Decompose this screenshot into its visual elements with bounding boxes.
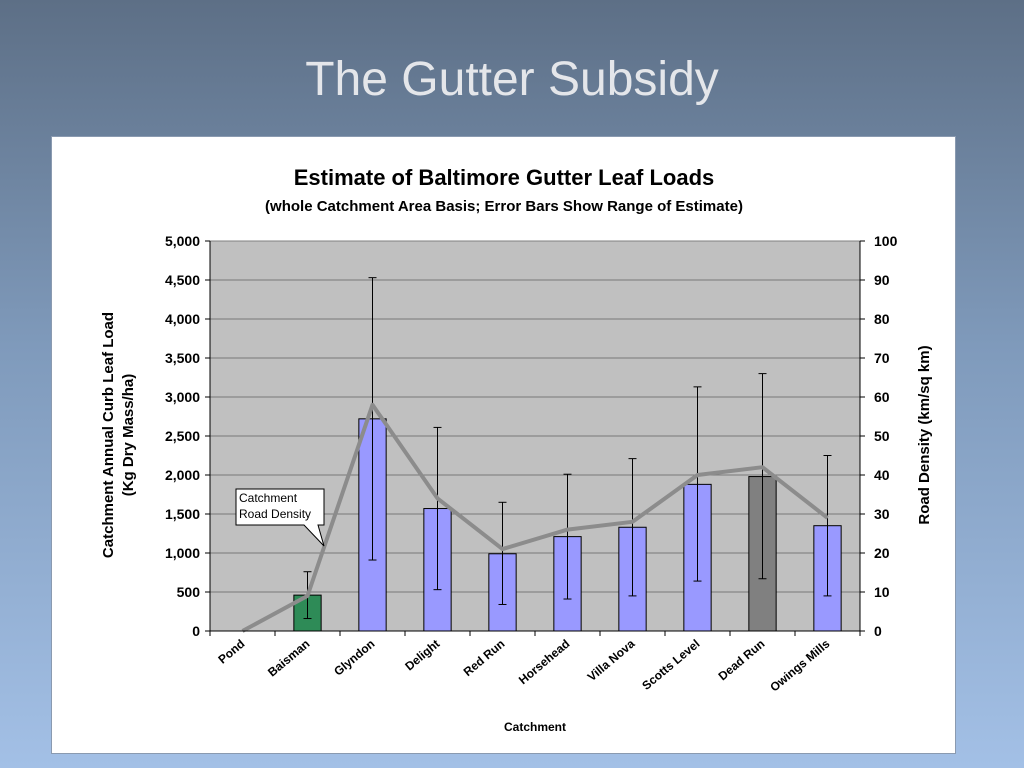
road-density-point — [762, 466, 763, 468]
x-tick-label: Horsehead — [516, 637, 573, 688]
y-tick-label: 2,000 — [165, 467, 200, 483]
road-density-point — [697, 474, 698, 476]
error-bar — [563, 473, 572, 600]
y-tick-label: 0 — [192, 623, 200, 639]
y-axis-label-line1: Catchment Annual Curb Leaf Load — [100, 312, 117, 558]
y2-tick-label: 80 — [874, 311, 890, 327]
y2-tick-label: 20 — [874, 545, 890, 561]
road-density-callout: Catchment Road Density — [235, 488, 325, 547]
y-tick-label: 3,500 — [165, 350, 200, 366]
y-axis-label-line2: (Kg Dry Mass/ha) — [120, 374, 137, 497]
y-tick-label: 1,000 — [165, 545, 200, 561]
y2-tick-label: 60 — [874, 389, 890, 405]
chart-title: Estimate of Baltimore Gutter Leaf Loads — [294, 165, 715, 190]
x-tick-label: Dead Run — [716, 637, 768, 684]
y2-axis-ticks: 0 10 20 30 40 50 60 70 80 90 100 — [859, 233, 898, 639]
road-density-point — [502, 548, 503, 550]
y2-tick-label: 90 — [874, 272, 890, 288]
error-bars — [303, 277, 832, 620]
y-tick-label: 2,500 — [165, 428, 200, 444]
y-tick-label: 5,000 — [165, 233, 200, 249]
y-tick-label: 500 — [177, 584, 201, 600]
road-density-line-path — [241, 402, 829, 633]
callout-text-line2: Road Density — [239, 507, 311, 521]
chart-frame: Estimate of Baltimore Gutter Leaf Loads … — [51, 136, 956, 754]
road-density-point — [632, 521, 633, 523]
y2-tick-label: 40 — [874, 467, 890, 483]
callout-text-line1: Catchment — [239, 491, 298, 505]
error-bar — [823, 455, 832, 597]
y2-tick-label: 0 — [874, 623, 882, 639]
y-axis-ticks: 0 500 1,000 1,500 2,000 2,500 3,000 3,500 4,000 4… — [165, 233, 211, 639]
y2-tick-label: 50 — [874, 428, 890, 444]
x-tick-label: Delight — [402, 637, 442, 674]
y2-tick-label: 10 — [874, 584, 890, 600]
x-tick-label: Scotts Level — [639, 637, 702, 693]
x-axis-label: Catchment — [504, 720, 566, 734]
x-tick-label: Villa Nova — [585, 636, 638, 684]
x-tick-label: Glyndon — [331, 637, 377, 679]
y2-tick-label: 30 — [874, 506, 890, 522]
error-bar — [693, 386, 702, 582]
x-tick-label: Red Run — [461, 637, 508, 679]
y-tick-label: 4,500 — [165, 272, 200, 288]
y-tick-label: 3,000 — [165, 389, 200, 405]
y-tick-label: 4,000 — [165, 311, 200, 327]
error-bar — [628, 458, 637, 597]
y2-tick-label: 70 — [874, 350, 890, 366]
slide-title: The Gutter Subsidy — [305, 53, 719, 106]
x-tick-label: Pond — [215, 637, 247, 667]
error-bar — [368, 277, 377, 561]
chart-svg: Estimate of Baltimore Gutter Leaf Loads … — [100, 165, 933, 734]
road-density-point — [437, 497, 438, 499]
road-density-point — [307, 595, 308, 597]
x-tick-label: Owings Mills — [767, 636, 832, 694]
error-bar — [433, 426, 442, 591]
road-density-point — [827, 517, 828, 519]
x-axis-ticks: Pond Baisman Glyndon Delight Red Run Horsehea… — [209, 630, 861, 694]
callout-box — [235, 488, 325, 547]
road-density-point — [567, 529, 568, 531]
y2-tick-label: 100 — [874, 233, 898, 249]
road-density-point — [372, 404, 373, 406]
error-bar — [758, 373, 767, 580]
y2-axis-label: Road Density (km/sq km) — [916, 345, 933, 524]
y-tick-label: 1,500 — [165, 506, 200, 522]
x-tick-label: Baisman — [265, 637, 312, 680]
chart-subtitle: (whole Catchment Area Basis; Error Bars … — [265, 198, 743, 215]
error-bar — [498, 501, 507, 605]
